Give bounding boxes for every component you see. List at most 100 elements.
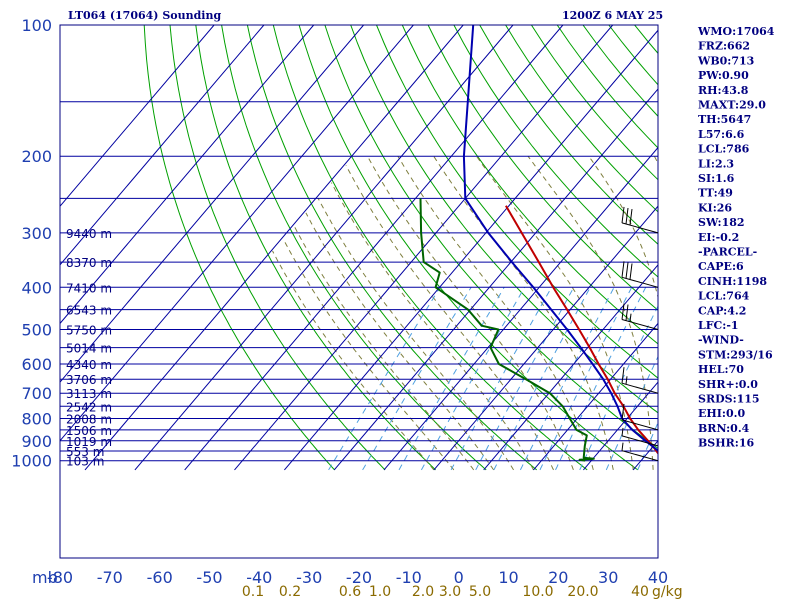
wind-barbs	[621, 206, 659, 462]
dry-adiabat	[169, 25, 386, 471]
dry-adiabat	[221, 25, 487, 471]
moist-adiabat	[317, 198, 515, 471]
wind-barb-staff	[621, 435, 659, 447]
index-line: BRN:0.4	[698, 422, 750, 435]
pressure-tick-label: 900	[21, 432, 52, 451]
index-line: WMO:17064	[697, 25, 775, 38]
moist-adiabat	[527, 155, 654, 470]
mixing-ratio-line	[450, 287, 552, 471]
temperature-tick-label: -40	[246, 568, 272, 587]
wind-barb-full	[621, 403, 625, 420]
dry-adiabat	[427, 25, 658, 311]
index-line: RH:43.8	[698, 84, 749, 97]
temperature-tick-label: -10	[396, 568, 422, 587]
mixing-ratio-line	[328, 287, 441, 471]
wind-barb-full	[629, 209, 633, 226]
wind-barb-full	[621, 367, 625, 384]
temperature-tick-label: 20	[548, 568, 568, 587]
isotherm	[134, 25, 514, 471]
wind-barb-full	[625, 207, 629, 225]
grid-layer	[60, 25, 658, 471]
dry-adiabat	[272, 25, 588, 471]
dry-adiabat	[401, 25, 658, 345]
mixing-ratio-tick-label: 40	[631, 584, 649, 600]
mixing-ratio-line	[637, 421, 658, 471]
dry-adiabat	[350, 25, 658, 414]
wind-barb-half	[621, 427, 624, 436]
pressure-tick-label: 600	[21, 355, 52, 374]
index-line: LI:2.3	[698, 157, 734, 170]
mixing-ratio-line	[398, 287, 505, 471]
isotherm	[383, 146, 658, 471]
pressure-tick-label: 200	[21, 147, 52, 166]
pressure-tick-label: 300	[21, 224, 52, 243]
temperature-tick-label: -80	[47, 568, 73, 587]
temperature-tick-label: -30	[296, 568, 322, 587]
wind-barb-full	[621, 206, 625, 223]
mixing-ratio-line	[420, 287, 526, 471]
plot-frame	[59, 24, 659, 559]
mixing-ratio-line	[605, 355, 658, 471]
isotherm	[533, 322, 658, 471]
sounding-series-1	[419, 198, 595, 462]
index-line: L57:6.6	[698, 128, 745, 141]
mixing-ratio-line	[493, 287, 591, 471]
index-line: FRZ:662	[698, 40, 750, 53]
mixing-ratio-tick-label: 20.0	[567, 584, 598, 600]
wind-barb-full	[625, 304, 629, 321]
index-line: PW:0.90	[698, 69, 749, 82]
isotherm	[84, 25, 464, 471]
height-label: 553 m	[66, 445, 104, 459]
wind-barb-staff	[621, 319, 659, 330]
height-label: 6543 m	[66, 304, 112, 318]
index-line: SRDS:115	[698, 393, 760, 406]
dry-adiabat	[143, 25, 335, 471]
index-line: SI:1.6	[698, 172, 735, 185]
index-line: STM:293/16	[698, 348, 773, 361]
wind-barb-half	[629, 313, 632, 322]
height-label: 2542 m	[66, 400, 112, 414]
dry-adiabat	[298, 25, 639, 471]
index-line: CAPE:6	[698, 260, 744, 273]
wind-barb	[621, 403, 659, 431]
isotherm	[184, 25, 564, 471]
index-line: HEL:70	[698, 363, 744, 376]
wind-barb	[621, 261, 659, 288]
height-label: 3113 m	[66, 387, 112, 401]
wind-barb-full	[629, 263, 633, 280]
mixing-ratio-tick-label: 3.0	[439, 584, 461, 600]
moist-adiabat	[272, 250, 435, 471]
isotherm	[333, 88, 658, 471]
mixing-ratio-line	[579, 305, 658, 471]
isotherm	[60, 25, 364, 383]
wind-barb-staff	[621, 450, 659, 462]
mixing-ratio-unit-label: g/kg	[652, 584, 683, 600]
index-line: SW:182	[698, 216, 745, 229]
wind-barb	[621, 303, 659, 330]
height-label: 4340 m	[66, 358, 112, 372]
temperature-tick-label: -70	[97, 568, 123, 587]
isotherm	[60, 25, 215, 208]
pressure-tick-label: 100	[21, 16, 52, 35]
dry-adiabat	[246, 25, 538, 471]
mixing-ratio-tick-label: 5.0	[469, 584, 491, 600]
height-label: 9440 m	[66, 227, 112, 241]
mixing-ratio-tick-label: 0.1	[242, 584, 264, 600]
pressure-tick-label: 800	[21, 410, 52, 429]
pressure-tick-label: 700	[21, 384, 52, 403]
temperature-tick-label: 30	[598, 568, 618, 587]
isotherm	[284, 29, 658, 471]
wind-barb-half	[621, 442, 624, 451]
moist-adiabat	[397, 155, 594, 471]
index-line: CAP:4.2	[698, 304, 746, 317]
wind-barb-full	[621, 303, 625, 320]
temperature-tick-label: -20	[346, 568, 372, 587]
height-label: 5014 m	[66, 342, 112, 356]
wind-barb	[621, 442, 659, 462]
index-line: LCL:764	[698, 290, 750, 303]
dry-adiabat	[505, 25, 658, 213]
moist-adiabat	[367, 155, 574, 471]
